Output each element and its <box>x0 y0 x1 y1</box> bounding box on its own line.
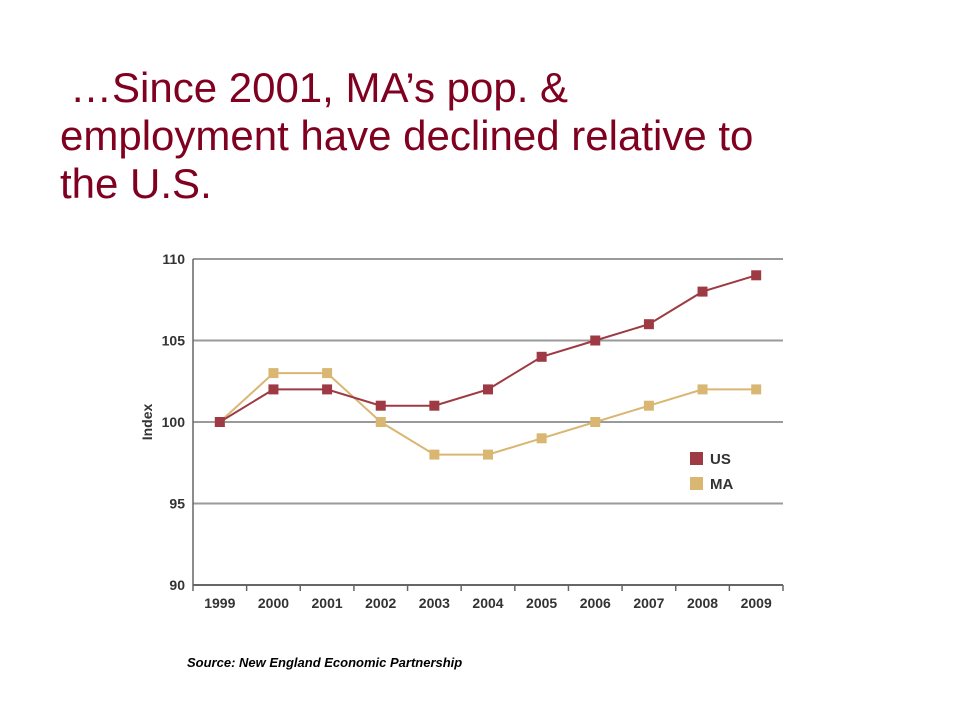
x-tick-label: 2002 <box>365 595 396 611</box>
series-line-us <box>219 274 757 423</box>
series <box>214 270 762 460</box>
data-point-ma <box>268 368 279 379</box>
x-tick-label: 2000 <box>258 595 289 611</box>
slide-title-line-3: the U.S. <box>60 160 212 207</box>
slide-title: …Since 2001, MA’s pop. & employment have… <box>60 64 920 208</box>
data-point-us <box>375 400 386 411</box>
legend-label-us: US <box>710 451 731 468</box>
x-tick-label: 1999 <box>204 595 235 611</box>
x-tick-label: 2001 <box>312 595 343 611</box>
slide-title-line-1: …Since 2001, MA’s pop. & <box>70 64 569 111</box>
y-tick-label: 95 <box>169 496 185 512</box>
data-point-us <box>590 335 601 346</box>
gridlines <box>193 258 783 586</box>
y-tick-label: 110 <box>162 251 185 267</box>
data-point-us <box>322 384 333 395</box>
data-point-us <box>483 384 493 395</box>
y-tick-labels: 90 95 100 105 110 <box>162 251 186 593</box>
data-point-us <box>697 286 708 297</box>
x-tick-label: 2008 <box>687 595 718 611</box>
data-point-ma <box>322 368 333 379</box>
data-point-ma <box>751 384 762 395</box>
data-point-ma <box>536 433 547 444</box>
legend-swatch-ma <box>690 477 703 490</box>
legend: US MA <box>690 451 733 493</box>
y-tick-label: 100 <box>162 414 186 430</box>
data-point-us <box>751 270 762 281</box>
axes <box>192 259 784 591</box>
data-point-us <box>429 400 440 411</box>
x-tick-label: 2005 <box>526 595 557 611</box>
data-point-us <box>643 319 654 330</box>
y-tick-label: 105 <box>162 333 186 349</box>
y-axis-title: Index <box>139 404 155 441</box>
data-point-ma <box>483 449 493 460</box>
source-note: Source: New England Economic Partnership <box>187 655 463 670</box>
data-point-ma <box>643 400 654 411</box>
x-tick-label: 2003 <box>419 595 450 611</box>
x-tick-label: 2007 <box>633 595 664 611</box>
data-point-us <box>268 384 279 395</box>
data-point-ma <box>375 417 386 427</box>
slide-title-line-2: employment have declined relative to <box>60 112 754 159</box>
data-point-us <box>214 417 225 427</box>
data-point-ma <box>697 384 708 395</box>
series-us <box>214 270 762 427</box>
data-point-us <box>536 351 547 362</box>
data-point-ma <box>429 449 440 460</box>
data-point-ma <box>590 417 601 427</box>
legend-label-ma: MA <box>710 476 733 493</box>
x-tick-labels: 1999 2000 2001 2002 2003 2004 2005 2006 2007 2008… <box>204 595 772 611</box>
legend-swatch-us <box>690 452 703 465</box>
y-tick-label: 90 <box>169 577 185 593</box>
x-tick-label: 2009 <box>741 595 772 611</box>
series-ma <box>214 368 762 460</box>
x-tick-label: 2006 <box>580 595 611 611</box>
x-tick-label: 2004 <box>472 595 503 611</box>
